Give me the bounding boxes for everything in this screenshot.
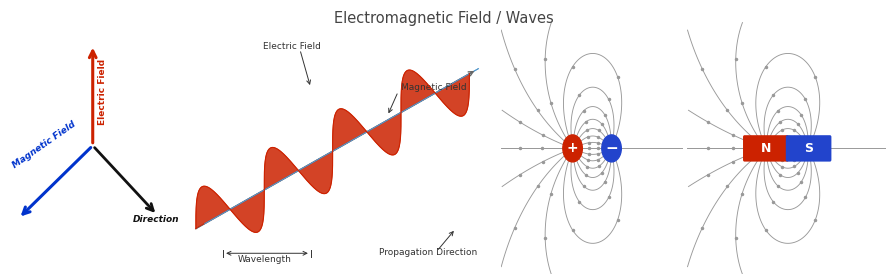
Polygon shape bbox=[196, 186, 229, 229]
Polygon shape bbox=[365, 113, 400, 155]
Circle shape bbox=[601, 135, 620, 162]
Text: Electric Field: Electric Field bbox=[262, 42, 320, 51]
Text: Wavelength: Wavelength bbox=[237, 255, 291, 264]
Polygon shape bbox=[332, 109, 366, 152]
Text: N: N bbox=[760, 142, 770, 155]
Polygon shape bbox=[384, 103, 417, 122]
Polygon shape bbox=[451, 69, 478, 84]
Polygon shape bbox=[246, 180, 281, 200]
Polygon shape bbox=[434, 74, 469, 116]
Polygon shape bbox=[263, 148, 298, 191]
Text: S: S bbox=[804, 142, 812, 155]
Text: −: − bbox=[604, 141, 618, 156]
Text: +: + bbox=[566, 141, 578, 155]
Polygon shape bbox=[281, 161, 315, 181]
Polygon shape bbox=[315, 142, 349, 161]
Polygon shape bbox=[196, 219, 213, 229]
FancyBboxPatch shape bbox=[742, 135, 788, 162]
Polygon shape bbox=[229, 190, 264, 232]
Text: Electric Field: Electric Field bbox=[97, 59, 106, 125]
Polygon shape bbox=[400, 70, 434, 113]
Text: Magnetic Field: Magnetic Field bbox=[400, 83, 466, 92]
Text: Magnetic Field: Magnetic Field bbox=[11, 120, 78, 170]
Polygon shape bbox=[417, 84, 451, 103]
Text: Electromagnetic Field / Waves: Electromagnetic Field / Waves bbox=[333, 11, 553, 26]
Circle shape bbox=[563, 135, 582, 162]
FancyBboxPatch shape bbox=[785, 135, 830, 162]
Polygon shape bbox=[213, 200, 246, 219]
Polygon shape bbox=[349, 122, 384, 142]
Text: Direction: Direction bbox=[133, 215, 179, 224]
Text: Propagation Direction: Propagation Direction bbox=[379, 248, 477, 257]
Polygon shape bbox=[298, 151, 332, 194]
